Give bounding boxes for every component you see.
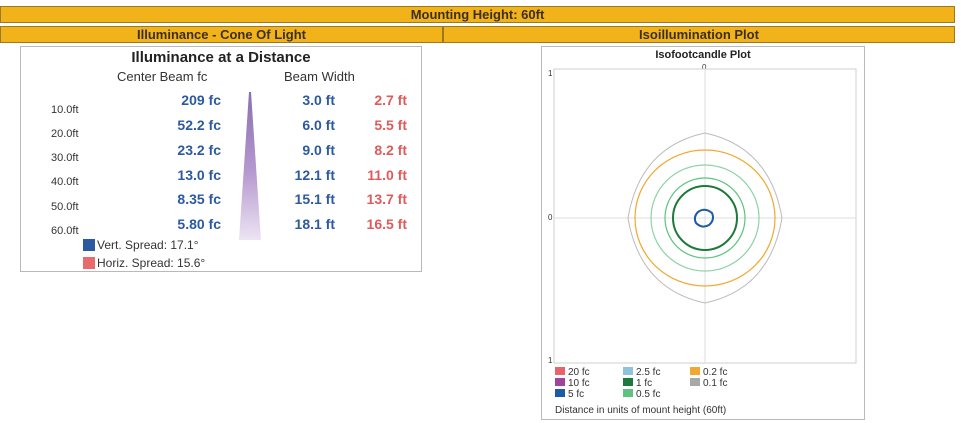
vert-beam-width: 18.1 ft xyxy=(294,216,335,232)
beam-width-header: Beam Width xyxy=(284,69,355,84)
horiz-beam-width: 5.5 ft xyxy=(374,117,407,133)
legend-0-5fc: 0.5 fc xyxy=(623,389,660,400)
legend-label: 0.2 fc xyxy=(703,367,728,378)
horiz-spread-legend: Horiz. Spread: 15.6° xyxy=(83,256,205,270)
distance-label: 10.0ft xyxy=(51,104,79,116)
vert-beam-width: 6.0 ft xyxy=(302,117,335,133)
legend-swatch-icon xyxy=(690,367,700,375)
legend-label: 10 fc xyxy=(568,378,590,389)
legend-label: 5 fc xyxy=(568,389,585,400)
legend-swatch-icon xyxy=(623,389,633,397)
section-header-cone: Illuminance - Cone Of Light xyxy=(0,26,443,43)
legend-swatch-icon xyxy=(555,389,565,397)
legend-label: 1 fc xyxy=(636,378,653,389)
legend-2-5fc: 2.5 fc xyxy=(623,367,660,378)
mounting-height-label: Mounting Height: 60ft xyxy=(410,7,545,22)
distance-label: 20.0ft xyxy=(51,128,79,140)
legend-1fc: 1 fc xyxy=(623,378,652,389)
legend-20fc: 20 fc xyxy=(555,367,590,378)
tick-top-center: 0 xyxy=(702,63,707,72)
vert-beam-width: 15.1 ft xyxy=(294,191,335,207)
horiz-beam-width: 11.0 ft xyxy=(367,167,407,183)
vert-spread-label: Vert. Spread: 17.1° xyxy=(97,238,199,252)
vert-beam-width: 3.0 ft xyxy=(302,92,335,108)
section-cone-label: Illuminance - Cone Of Light xyxy=(137,27,306,42)
section-iso-label: Isoillumination Plot xyxy=(639,27,759,42)
center-beam-value: 13.0 fc xyxy=(177,167,221,183)
illuminance-title: Illuminance at a Distance xyxy=(131,49,311,66)
tick-top-left: 1 xyxy=(548,69,553,78)
vert-beam-width: 9.0 ft xyxy=(302,142,335,158)
center-beam-value: 8.35 fc xyxy=(177,191,221,207)
illuminance-panel: Illuminance at a Distance Center Beam fc… xyxy=(20,46,422,272)
horiz-swatch-icon xyxy=(83,257,95,269)
section-header-isoillumination: Isoillumination Plot xyxy=(443,26,955,43)
isofootcandle-title: Isofootcandle Plot xyxy=(655,49,751,61)
center-beam-value: 23.2 fc xyxy=(177,142,221,158)
legend-0-2fc: 0.2 fc xyxy=(690,367,727,378)
distance-label: 60.0ft xyxy=(51,225,79,237)
center-beam-header: Center Beam fc xyxy=(117,69,208,84)
legend-5fc: 5 fc xyxy=(555,389,584,400)
legend-label: 2.5 fc xyxy=(636,367,661,378)
legend-label: 20 fc xyxy=(568,367,590,378)
isofootcandle-plot xyxy=(553,68,857,364)
mounting-height-bar: Mounting Height: 60ft xyxy=(0,6,955,23)
horiz-spread-label: Horiz. Spread: 15.6° xyxy=(97,256,206,270)
vert-beam-width: 12.1 ft xyxy=(294,167,335,183)
legend-label: 0.5 fc xyxy=(636,389,661,400)
horiz-beam-width: 2.7 ft xyxy=(374,92,407,108)
legend-swatch-icon xyxy=(623,378,633,386)
isofootcandle-panel: Isofootcandle Plot 1 0 0 1 20 fc 10 fc 5… xyxy=(541,46,865,420)
distance-label: 50.0ft xyxy=(51,201,79,213)
legend-0-1fc: 0.1 fc xyxy=(690,378,727,389)
distance-units-note: Distance in units of mount height (60ft) xyxy=(555,405,727,416)
tick-bottom-left: 1 xyxy=(548,356,553,365)
vert-spread-legend: Vert. Spread: 17.1° xyxy=(83,238,199,252)
center-beam-value: 209 fc xyxy=(181,92,221,108)
horiz-beam-width: 16.5 ft xyxy=(366,216,407,232)
legend-label: 0.1 fc xyxy=(703,378,728,389)
legend-swatch-icon xyxy=(690,378,700,386)
tick-mid-left: 0 xyxy=(548,213,553,222)
distance-label: 30.0ft xyxy=(51,152,79,164)
light-cone-graphic xyxy=(239,92,261,240)
legend-swatch-icon xyxy=(623,367,633,375)
vert-swatch-icon xyxy=(83,239,95,251)
horiz-beam-width: 8.2 ft xyxy=(374,142,407,158)
center-beam-value: 52.2 fc xyxy=(177,117,221,133)
distance-label: 40.0ft xyxy=(51,176,79,188)
legend-swatch-icon xyxy=(555,367,565,375)
horiz-beam-width: 13.7 ft xyxy=(366,191,407,207)
legend-10fc: 10 fc xyxy=(555,378,590,389)
legend-swatch-icon xyxy=(555,378,565,386)
center-beam-value: 5.80 fc xyxy=(177,216,221,232)
